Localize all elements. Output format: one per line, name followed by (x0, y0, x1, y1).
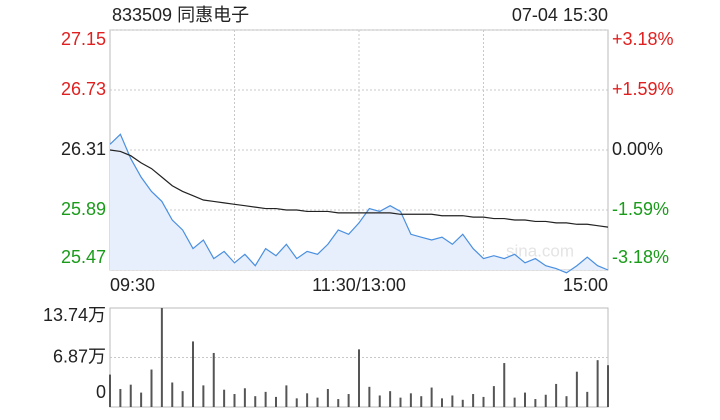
volume-bar (389, 391, 392, 407)
volume-bar (171, 382, 174, 407)
y-tick-label: 25.47 (61, 247, 106, 267)
volume-bar (607, 365, 609, 407)
volume-bar (140, 392, 143, 407)
y-tick-label: 26.73 (61, 79, 106, 99)
y2-tick-label: -1.59% (612, 199, 669, 219)
y-tick-label: 27.15 (61, 29, 106, 49)
volume-bar (399, 397, 402, 407)
volume-bar (233, 394, 236, 407)
volume-bar (160, 308, 163, 407)
volume-bar (565, 396, 568, 407)
volume-tick-label: 0 (96, 382, 106, 402)
volume-bar (254, 396, 257, 407)
volume-bar (119, 388, 122, 407)
volume-bar (337, 399, 340, 407)
y2-tick-label: +1.59% (612, 79, 674, 99)
price-area (110, 134, 608, 273)
price-line (109, 133, 609, 274)
volume-bar (451, 395, 454, 407)
y2-tick-label: +3.18% (612, 29, 674, 49)
volume-bar (503, 363, 506, 407)
volume-bar (316, 397, 319, 407)
volume-tick-label: 13.74万 (43, 305, 106, 325)
volume-bar (109, 374, 111, 407)
volume-bar (461, 399, 464, 407)
timestamp: 07-04 15:30 (512, 5, 608, 25)
volume-bar (482, 396, 485, 407)
x-tick-label: 11:30/13:00 (312, 275, 406, 295)
y-tick-label: 25.89 (61, 199, 106, 219)
volume-bar (492, 386, 495, 407)
x-tick-label: 09:30 (110, 275, 155, 295)
volume-bar (358, 349, 360, 407)
volume-bar (181, 391, 184, 407)
y2-tick-label: -3.18% (612, 247, 669, 267)
average-line (109, 149, 609, 228)
volume-bar (368, 386, 371, 407)
volume-bar (544, 394, 547, 407)
volume-tick-label: 6.87万 (53, 346, 106, 366)
y-tick-label: 26.31 (61, 139, 106, 159)
volume-bar (555, 383, 558, 407)
volume-bar (192, 341, 194, 407)
volume-bar (513, 397, 516, 407)
volume-bar (306, 393, 309, 407)
volume-bar (243, 388, 246, 407)
volume-bar (275, 396, 277, 407)
volume-bar (202, 385, 205, 407)
volume-bar (524, 392, 526, 407)
volume-bar (212, 352, 215, 407)
volume-bar (420, 396, 423, 407)
volume-bar (326, 388, 329, 407)
y2-tick-label: 0.00% (612, 139, 663, 159)
volume-bar (223, 389, 226, 407)
volume-bar (264, 391, 267, 407)
volume-bar (441, 398, 443, 407)
volume-bar (378, 395, 381, 407)
volume-bar (534, 399, 537, 407)
volume-bar (430, 387, 433, 407)
volume-bar (129, 384, 132, 407)
stock-title: 833509 同惠电子 (112, 5, 249, 25)
volume-bar (150, 369, 153, 407)
volume-bar (347, 394, 350, 407)
volume-bar (285, 385, 288, 407)
x-tick-label: 15:00 (563, 275, 608, 295)
volume-bar (586, 391, 589, 407)
volume-bar (596, 360, 599, 407)
volume-bar (575, 371, 578, 407)
watermark: sina.com (506, 241, 574, 260)
volume-bar (472, 394, 475, 407)
volume-bar (409, 393, 412, 407)
volume-bar (295, 398, 298, 407)
